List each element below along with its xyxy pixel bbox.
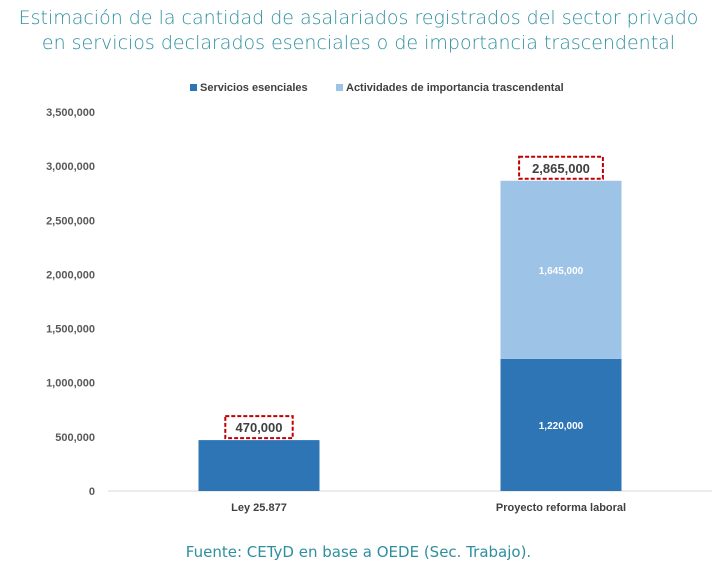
total-box — [224, 415, 294, 440]
y-tick-label: 2,000,000 — [46, 269, 95, 281]
y-tick-label: 2,500,000 — [46, 215, 95, 227]
total-box — [518, 155, 604, 180]
data-label: 1,220,000 — [539, 421, 584, 432]
total-label: 2,865,000 — [532, 161, 590, 176]
y-tick-label: 500,000 — [55, 432, 95, 444]
y-tick-label: 3,000,000 — [46, 161, 95, 173]
data-label: 1,645,000 — [539, 266, 584, 277]
y-tick-label: 1,000,000 — [46, 378, 95, 390]
bar-segment — [500, 180, 622, 359]
x-tick-label: Proyecto reforma laboral — [496, 502, 626, 514]
total-label: 470,000 — [236, 420, 283, 435]
x-tick-label: Ley 25.877 — [231, 502, 287, 514]
legend-label: Servicios esenciales — [200, 82, 308, 94]
bar-segment — [198, 440, 320, 491]
y-tick-label: 0 — [89, 486, 95, 498]
legend-swatch — [190, 84, 197, 91]
bar-segment — [500, 358, 622, 491]
title-line-1: Estimación de la cantidad de asalariados… — [18, 7, 699, 29]
y-tick-label: 3,500,000 — [46, 107, 95, 119]
y-tick-label: 1,500,000 — [46, 324, 95, 336]
legend-swatch — [336, 84, 343, 91]
legend-label: Actividades de importancia trascendental — [346, 82, 564, 94]
source-note: Fuente: CETyD en base a OEDE (Sec. Traba… — [185, 543, 532, 561]
title-line-2: en servicios declarados esenciales o de … — [41, 32, 676, 54]
chart-title: Estimación de la cantidad de asalariados… — [0, 6, 717, 56]
